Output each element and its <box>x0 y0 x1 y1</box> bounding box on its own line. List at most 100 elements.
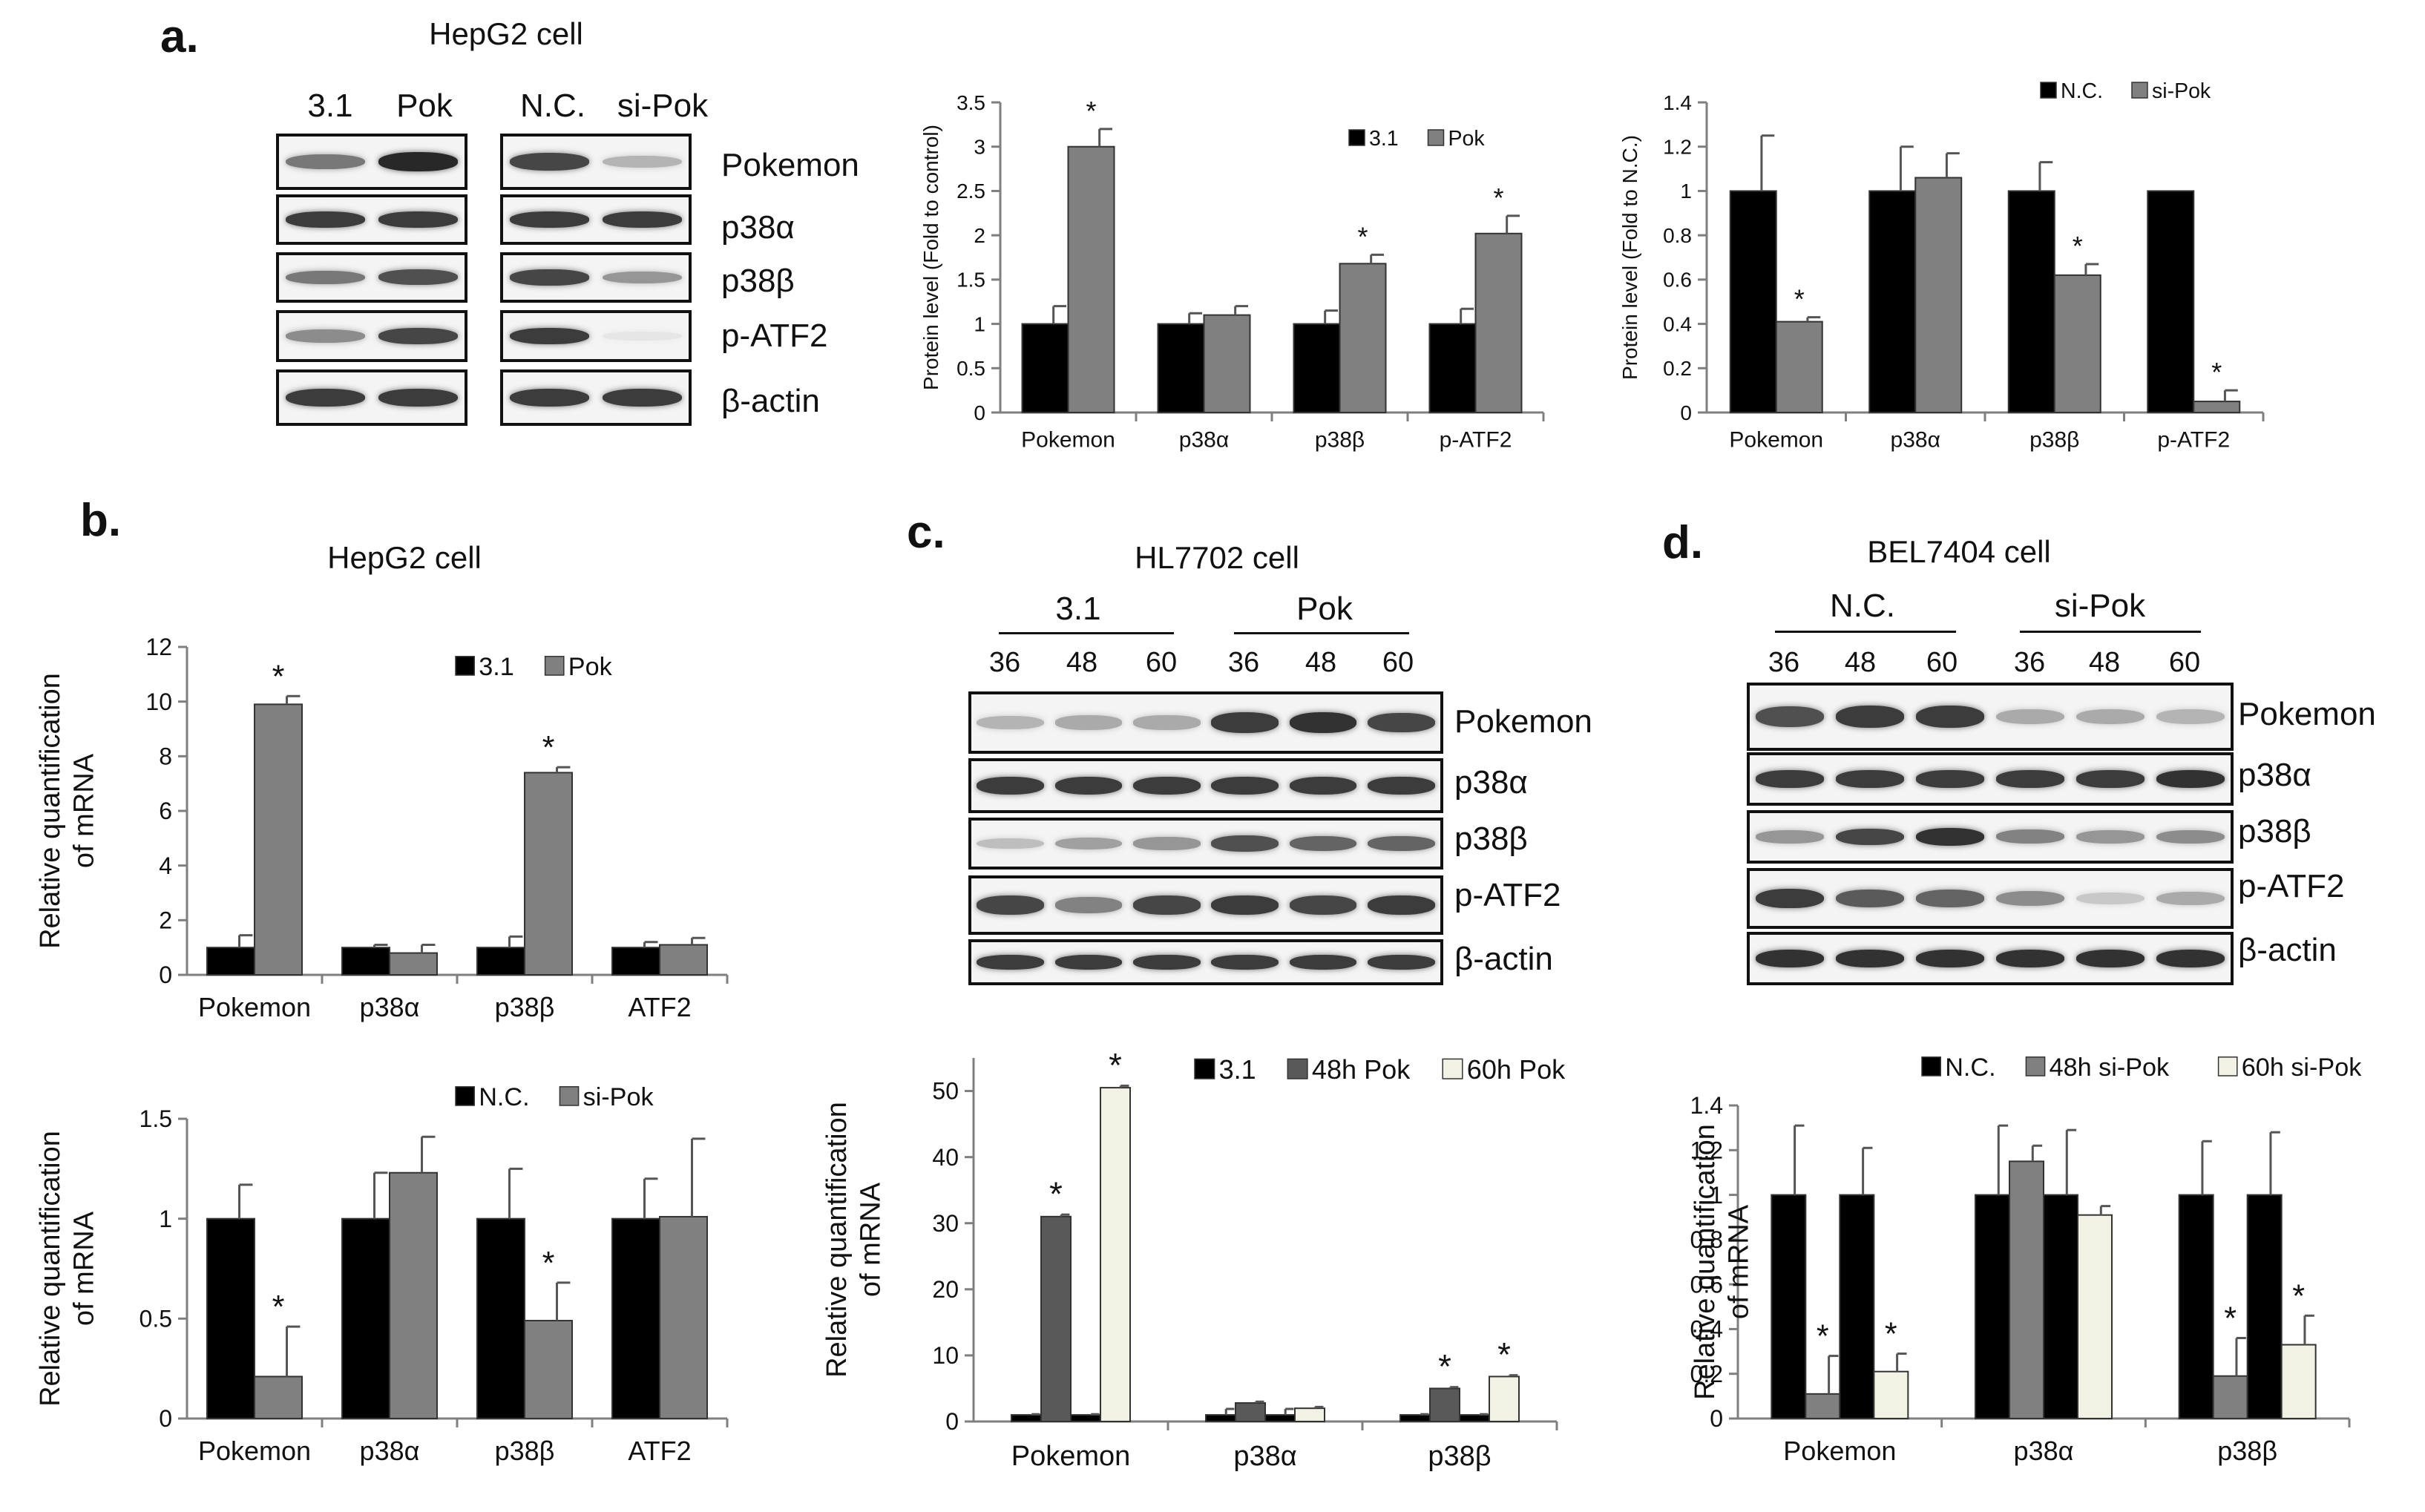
blot-band <box>1915 890 1985 907</box>
bar <box>1729 190 1777 413</box>
blot-band <box>509 152 590 171</box>
blot-band <box>1368 776 1435 795</box>
protein-label: p38β <box>721 263 795 299</box>
bar <box>1021 323 1069 414</box>
blot-band <box>1368 835 1435 852</box>
blot-band <box>2156 891 2225 906</box>
time-label: 48 <box>1844 647 1877 678</box>
blot-strip <box>968 818 1443 870</box>
y-tick-label: 1.4 <box>1663 91 1692 114</box>
legend-label: N.C. <box>479 1083 529 1111</box>
y-tick-label: 0 <box>974 401 985 424</box>
bar <box>2077 1214 2113 1419</box>
group-label: 3.1 <box>1055 591 1101 627</box>
blot-band <box>378 269 459 286</box>
legend-swatch <box>1287 1058 1308 1079</box>
significance-mark: * <box>1049 1175 1063 1213</box>
bar <box>206 947 255 976</box>
bar <box>1203 314 1251 413</box>
blot-band <box>2156 709 2225 725</box>
y-tick-label: 3 <box>974 136 985 159</box>
protein-label: p38α <box>721 209 795 246</box>
significance-mark: * <box>1109 1046 1122 1084</box>
legend-label: si-Pok <box>583 1083 654 1111</box>
blot-band <box>1133 895 1201 915</box>
blot-band <box>977 776 1044 795</box>
y-tick-label: 10 <box>932 1342 959 1369</box>
legend-swatch <box>1348 129 1365 146</box>
blot-band <box>1915 770 1985 788</box>
bar <box>206 1217 255 1419</box>
bar <box>1293 323 1341 414</box>
blot-strip <box>968 758 1443 813</box>
blot-strip <box>500 194 692 245</box>
bar <box>2178 1194 2214 1419</box>
time-label: 60 <box>1145 647 1178 678</box>
blot-strip <box>1747 752 2234 806</box>
category-label: Pokemon <box>198 1436 311 1466</box>
legend-label: N.C. <box>1945 1054 1995 1082</box>
significance-mark: * <box>542 1246 555 1281</box>
category-label: p38β <box>2217 1436 2277 1466</box>
protein-label: p38β <box>1454 821 1528 857</box>
y-tick-label: 1 <box>1680 180 1692 203</box>
blot-band <box>1755 706 1825 728</box>
y-tick-label: 1.5 <box>140 1105 172 1132</box>
legend-label: Pok <box>1448 127 1486 151</box>
significance-mark: * <box>1438 1348 1451 1386</box>
y-tick-label: 0.8 <box>1663 224 1692 247</box>
blot-band <box>1133 954 1201 970</box>
bar <box>1399 1414 1431 1423</box>
y-axis-label: Relative quantification <box>35 673 66 949</box>
group-underline <box>2020 631 2201 633</box>
lane-label: 3.1 <box>307 88 353 124</box>
blot-strip <box>1747 932 2234 985</box>
blot-band <box>1054 715 1123 730</box>
blot-band <box>1211 954 1279 970</box>
blot-band <box>1289 895 1357 915</box>
protein-label: p38β <box>2238 813 2311 849</box>
protein-label: p38α <box>1454 764 1528 801</box>
y-tick-label: 1.4 <box>1690 1092 1723 1119</box>
blot-band <box>1289 776 1357 795</box>
legend-swatch <box>1442 1058 1463 1079</box>
blot-band <box>602 271 683 284</box>
blot-strip <box>276 194 467 245</box>
bar <box>1264 1414 1296 1423</box>
bar <box>611 1217 660 1419</box>
blot-strip <box>1747 868 2234 929</box>
category-label: p-ATF2 <box>1440 428 1512 453</box>
legend-swatch <box>1921 1056 1941 1077</box>
group-label: N.C. <box>1830 588 1895 624</box>
bar <box>659 944 708 976</box>
bar <box>389 952 438 976</box>
blot-band <box>1289 835 1357 852</box>
blot-band <box>1835 705 1905 729</box>
bar <box>2280 1344 2317 1419</box>
y-tick-label: 2.5 <box>956 180 985 203</box>
y-tick-label: 0.5 <box>956 357 985 380</box>
blot-band <box>509 211 590 229</box>
group-underline <box>1775 631 1956 633</box>
blot-band <box>1289 711 1357 734</box>
bar <box>1157 323 1205 414</box>
legend-label: 3.1 <box>1369 127 1399 151</box>
y-tick-label: 8 <box>159 743 172 770</box>
blot-band <box>378 327 459 345</box>
blot-band <box>2075 949 2145 968</box>
protein-label: p38α <box>2238 757 2311 793</box>
bar <box>1805 1393 1841 1420</box>
legend-label: si-Pok <box>2152 79 2211 103</box>
y-tick-label: 1.2 <box>1690 1137 1723 1163</box>
bar <box>524 772 573 976</box>
category-label: p38β <box>1428 1441 1491 1472</box>
y-axis-label: Relative quantification <box>35 1131 66 1407</box>
blot-band <box>977 715 1044 730</box>
y-axis-label: Protein level (Fold to N.C.) <box>1618 135 1641 380</box>
y-axis-label: of mRNA <box>856 1182 887 1297</box>
blot-band <box>1995 709 2065 725</box>
panel-label-a: a. <box>160 11 199 62</box>
y-tick-label: 12 <box>145 634 172 660</box>
blot-band <box>977 954 1044 970</box>
